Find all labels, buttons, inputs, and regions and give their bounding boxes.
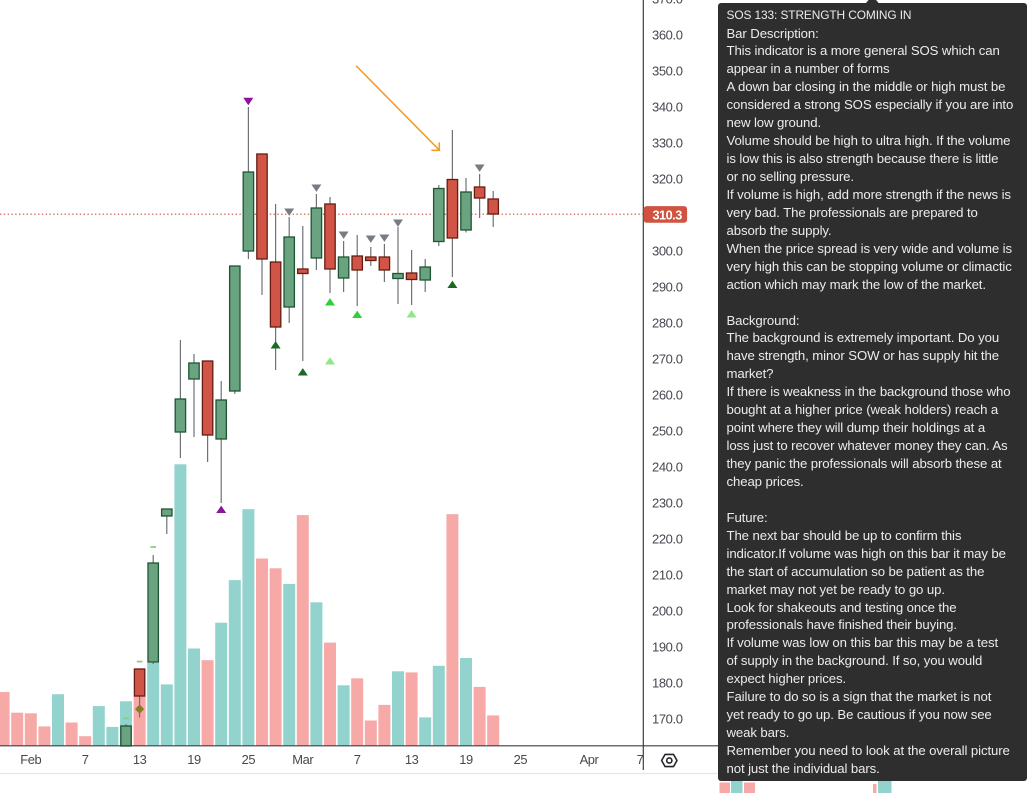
svg-text:280.0: 280.0 bbox=[652, 316, 683, 331]
svg-text:25: 25 bbox=[514, 752, 528, 767]
svg-text:180.0: 180.0 bbox=[652, 676, 683, 691]
svg-text:270.0: 270.0 bbox=[652, 352, 683, 367]
svg-text:7: 7 bbox=[354, 752, 361, 767]
svg-text:320.0: 320.0 bbox=[652, 172, 683, 187]
svg-text:Apr: Apr bbox=[580, 752, 600, 767]
svg-text:370.0: 370.0 bbox=[652, 0, 683, 7]
svg-text:360.0: 360.0 bbox=[652, 28, 683, 43]
svg-text:Mar: Mar bbox=[292, 752, 314, 767]
svg-text:190.0: 190.0 bbox=[652, 640, 683, 655]
svg-text:7: 7 bbox=[637, 752, 644, 767]
svg-text:Feb: Feb bbox=[20, 752, 41, 767]
svg-text:260.0: 260.0 bbox=[652, 388, 683, 403]
svg-text:350.0: 350.0 bbox=[652, 64, 683, 79]
svg-text:230.0: 230.0 bbox=[652, 496, 683, 511]
svg-text:240.0: 240.0 bbox=[652, 460, 683, 475]
svg-text:170.0: 170.0 bbox=[652, 712, 683, 727]
svg-text:13: 13 bbox=[133, 752, 147, 767]
svg-text:19: 19 bbox=[459, 752, 473, 767]
svg-text:340.0: 340.0 bbox=[652, 100, 683, 115]
svg-text:310.3: 310.3 bbox=[653, 208, 683, 222]
svg-text:13: 13 bbox=[405, 752, 419, 767]
svg-text:330.0: 330.0 bbox=[652, 136, 683, 151]
svg-text:25: 25 bbox=[242, 752, 256, 767]
svg-text:290.0: 290.0 bbox=[652, 280, 683, 295]
svg-text:250.0: 250.0 bbox=[652, 424, 683, 439]
svg-text:19: 19 bbox=[187, 752, 201, 767]
svg-text:210.0: 210.0 bbox=[652, 568, 683, 583]
svg-text:7: 7 bbox=[82, 752, 89, 767]
svg-text:200.0: 200.0 bbox=[652, 604, 683, 619]
svg-text:220.0: 220.0 bbox=[652, 532, 683, 547]
svg-text:300.0: 300.0 bbox=[652, 244, 683, 259]
